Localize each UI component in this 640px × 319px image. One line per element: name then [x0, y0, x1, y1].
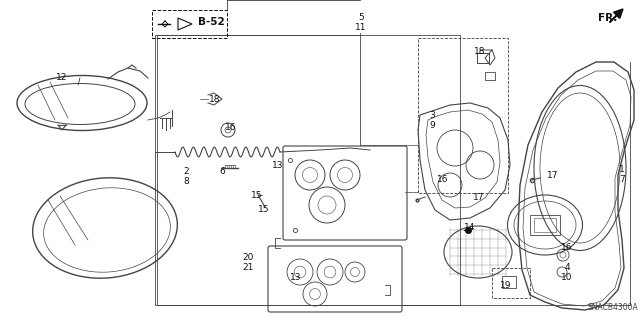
Bar — [530, 215, 560, 235]
Text: 16: 16 — [225, 123, 237, 132]
Text: 18: 18 — [209, 95, 221, 105]
Bar — [477, 53, 489, 63]
Text: 16: 16 — [561, 243, 573, 253]
Text: 8: 8 — [183, 177, 189, 187]
Bar — [155, 35, 460, 305]
Text: 2: 2 — [183, 167, 189, 176]
Text: 17: 17 — [473, 194, 484, 203]
Text: 9: 9 — [429, 121, 435, 130]
Text: 5: 5 — [358, 13, 364, 23]
Bar — [485, 72, 495, 80]
Text: 21: 21 — [243, 263, 253, 272]
Text: 14: 14 — [464, 224, 476, 233]
Text: 13: 13 — [291, 273, 301, 283]
Text: 13: 13 — [272, 160, 284, 169]
Text: 6: 6 — [219, 167, 225, 176]
Text: 7: 7 — [619, 175, 625, 184]
Text: 3: 3 — [429, 110, 435, 120]
Text: 10: 10 — [561, 273, 573, 283]
Text: 16: 16 — [437, 175, 449, 184]
Bar — [418, 38, 508, 193]
Bar — [502, 276, 516, 288]
Text: 15: 15 — [259, 205, 269, 214]
Text: 20: 20 — [243, 254, 253, 263]
Text: 11: 11 — [355, 24, 367, 33]
Text: SNACB4300A: SNACB4300A — [588, 302, 639, 311]
Text: B-52: B-52 — [198, 17, 225, 27]
Text: 19: 19 — [500, 280, 512, 290]
Bar — [534, 218, 556, 232]
Text: 12: 12 — [56, 73, 68, 83]
Text: 15: 15 — [252, 191, 263, 201]
Text: FR.: FR. — [598, 13, 618, 23]
Text: 1: 1 — [619, 166, 625, 174]
Bar — [152, 10, 227, 38]
Text: 4: 4 — [564, 263, 570, 272]
Text: 18: 18 — [474, 48, 486, 56]
Bar — [492, 268, 530, 298]
Text: 17: 17 — [547, 170, 559, 180]
